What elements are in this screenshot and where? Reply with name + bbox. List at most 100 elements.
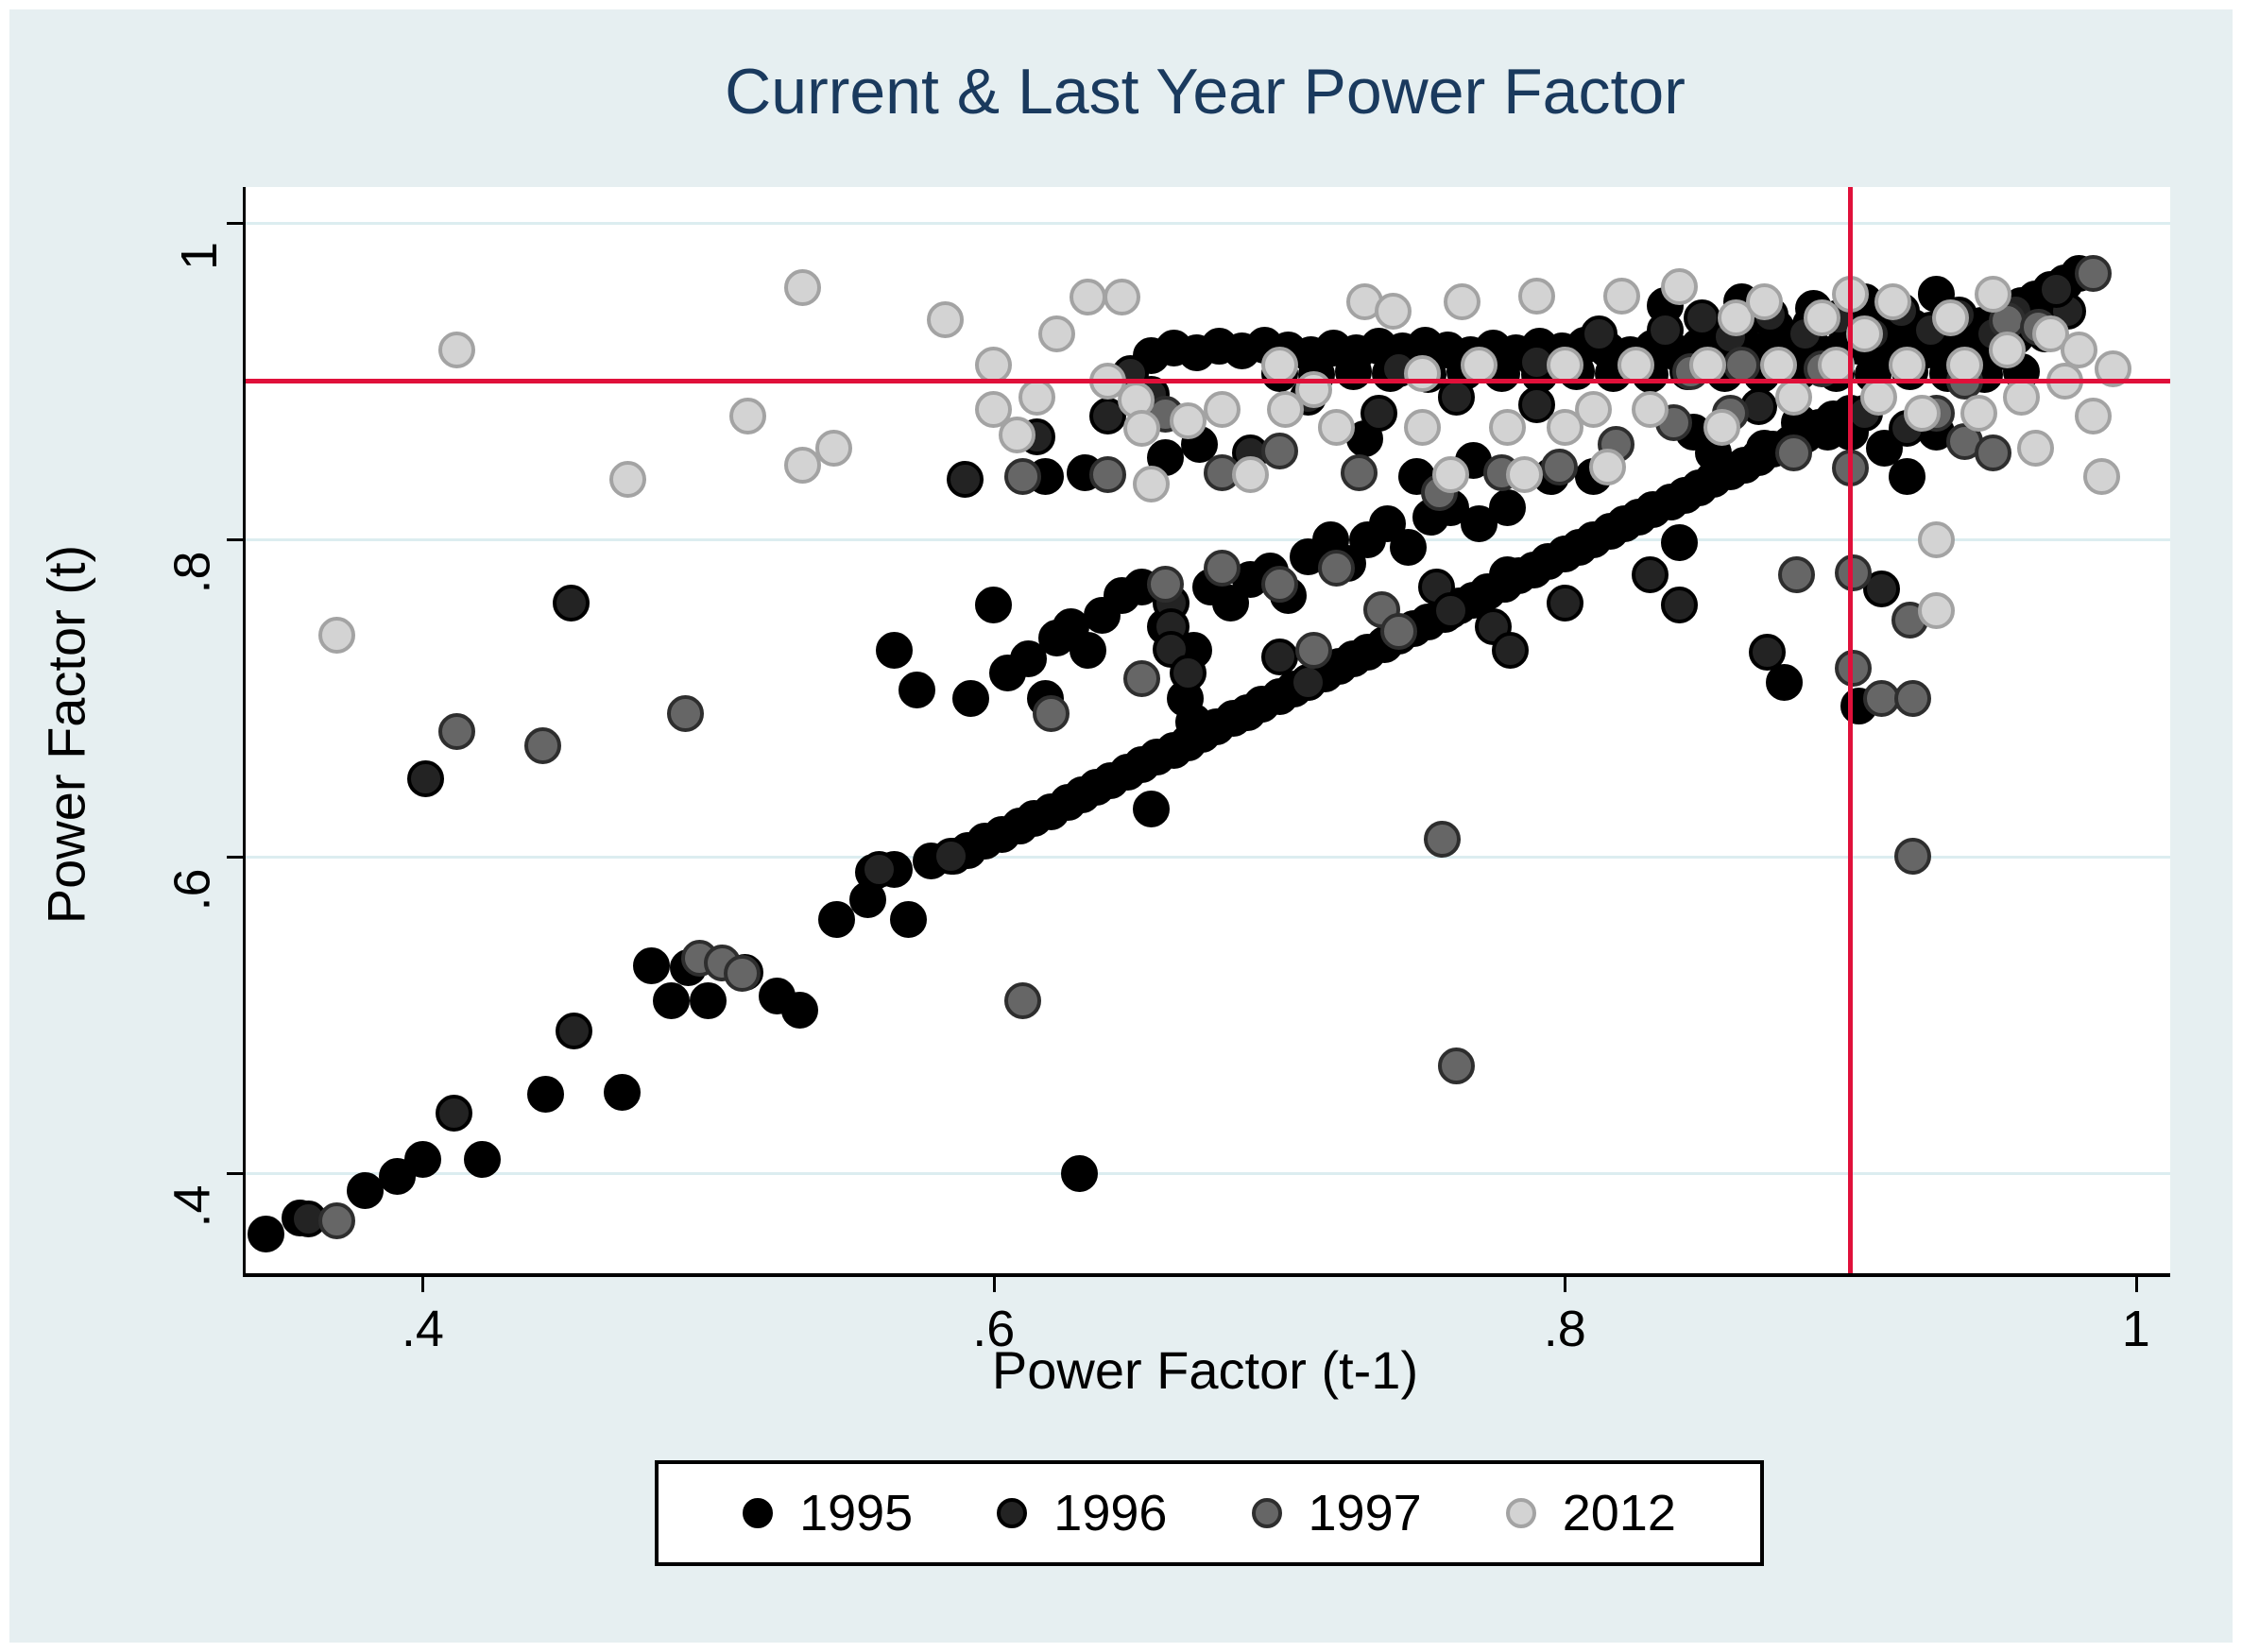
scatter-point-2012 [1975,275,2012,313]
gridline-y [246,1172,2170,1176]
scatter-point-1997 [2074,255,2112,293]
x-tick-label: .8 [1543,1301,1586,1357]
gridline-y [246,221,2170,225]
scatter-point-1995 [1335,353,1373,391]
scatter-point-1997 [1032,695,1070,733]
x-tick-mark [421,1273,425,1292]
x-tick-mark [2134,1273,2138,1292]
scatter-point-2012 [1960,394,1997,432]
scatter-point-1997 [724,955,762,993]
legend-marker-2012 [1505,1498,1536,1528]
scatter-point-2012 [438,331,476,368]
scatter-point-1995 [1889,457,1926,495]
scatter-point-2012 [2060,331,2097,368]
scatter-point-2012 [1169,402,1207,440]
legend-label: 2012 [1562,1485,1676,1541]
x-axis-title: Power Factor (t-1) [991,1340,1419,1400]
scatter-point-2012 [1318,408,1355,446]
scatter-point-2012 [1989,331,2027,368]
scatter-point-1997 [1894,838,1932,876]
legend-entry-1996: 1996 [997,1484,1167,1542]
scatter-point-1996 [1492,632,1530,670]
scatter-point-2012 [1774,378,1812,416]
scatter-point-1997 [1777,555,1815,593]
scatter-point-1997 [666,695,704,733]
legend-label: 1997 [1308,1485,1422,1541]
scatter-point-1997 [1975,434,2012,471]
scatter-point-1997 [1380,613,1418,651]
legend-marker-1996 [997,1498,1028,1528]
scatter-point-1996 [861,850,899,888]
scatter-point-1995 [875,632,913,670]
scatter-point-1996 [406,760,444,798]
plot-area: .4 .6 .8 1 1 .8 .6 .4 [163,187,2170,1357]
scatter-point-2012 [1489,408,1527,446]
scatter-point-1996 [1089,398,1127,435]
legend-label: 1996 [1053,1485,1168,1541]
scatter-point-1995 [1060,1154,1098,1192]
scatter-point-1995 [632,947,670,985]
x-tick-mark [992,1273,996,1292]
scatter-point-1997 [1835,554,1873,592]
legend-label: 1995 [799,1485,914,1541]
y-tick-mark [227,855,246,859]
scatter-point-1995 [1369,505,1407,543]
scatter-point-2012 [1070,279,1107,316]
scatter-point-2012 [1589,448,1627,485]
scatter-point-1996 [1546,584,1583,622]
scatter-point-2012 [1889,347,1926,384]
scatter-point-1995 [690,981,727,1019]
scatter-point-1995 [1489,489,1527,527]
legend-entry-1997: 1997 [1251,1484,1422,1542]
scatter-point-1996 [1361,394,1398,432]
scatter-point-1996 [1260,639,1298,675]
scatter-point-1996 [1169,654,1207,691]
scatter-point-1995 [1132,791,1170,828]
scatter-point-1997 [1894,679,1932,717]
scatter-point-1996 [1632,555,1669,593]
chart-title: Current & Last Year Power Factor [725,56,1686,128]
scatter-point-1995 [1461,505,1498,543]
scatter-point-1997 [1260,565,1298,603]
scatter-point-2012 [1660,267,1698,305]
scatter-point-2012 [1746,283,1784,321]
scatter-point-2012 [1917,592,1955,630]
scatter-point-1995 [898,672,935,709]
scatter-point-1996 [1289,663,1326,701]
scatter-point-2012 [1132,466,1170,503]
y-tick-label: .4 [163,1184,221,1228]
scatter-point-2012 [998,417,1035,454]
scatter-point-2012 [2017,429,2055,467]
y-tick-mark [227,1172,246,1176]
scatter-point-2012 [2082,457,2120,495]
scatter-point-1995 [1766,663,1804,701]
scatter-point-2012 [783,269,821,307]
scatter-point-1995 [1660,524,1698,562]
scatter-point-2012 [1803,299,1840,337]
scatter-point-1995 [889,901,927,939]
ref-line-vertical [1848,187,1853,1273]
y-tick-mark [227,538,246,542]
legend-entry-1995: 1995 [743,1484,913,1542]
scatter-point-1997 [438,712,476,750]
scatter-point-1995 [818,901,856,939]
x-tick-label: .6 [972,1301,1016,1357]
scatter-point-1997 [1835,649,1873,687]
scatter-point-2012 [1603,277,1641,315]
scatter-point-1996 [1475,608,1513,646]
scatter-point-1997 [1123,660,1161,698]
scatter-point-1996 [1660,586,1698,623]
x-tick-label: .4 [401,1301,444,1357]
scatter-point-1996 [553,584,590,622]
scatter-point-1997 [1423,820,1461,858]
scatter-point-1995 [1070,632,1107,670]
scatter-point-1995 [526,1075,564,1113]
scatter-point-2012 [1931,299,1969,337]
scatter-point-2012 [1718,299,1755,337]
scatter-point-2012 [1431,456,1469,494]
scatter-point-2012 [1575,391,1612,429]
scatter-point-2012 [1037,315,1075,352]
scatter-point-2012 [2074,398,2112,435]
scatter-point-1997 [1341,454,1378,492]
scatter-point-2012 [2031,315,2069,352]
